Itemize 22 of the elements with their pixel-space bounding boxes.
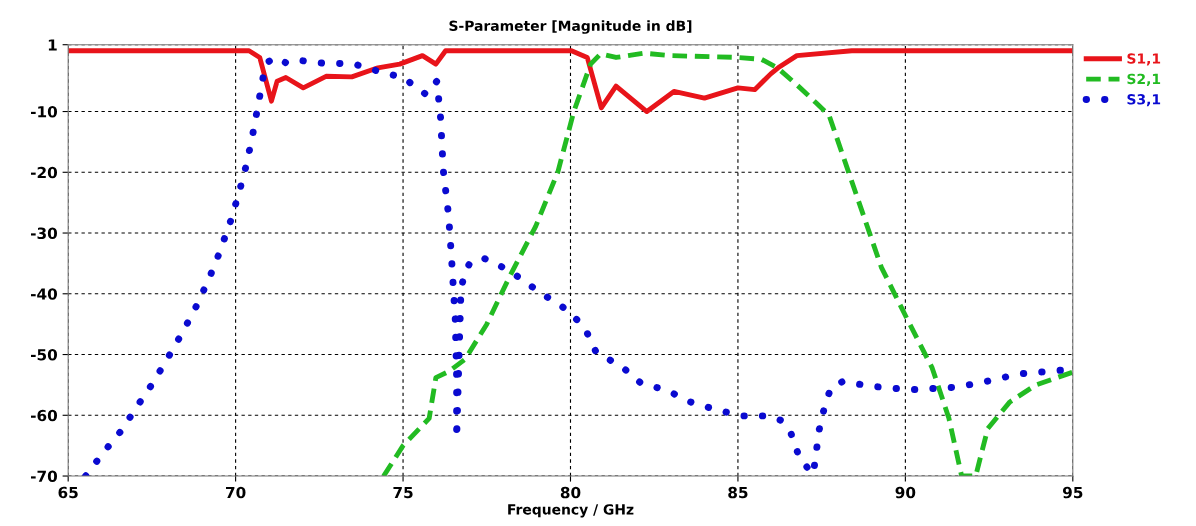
y-tick-label: -10 [30,106,58,118]
legend-label: S3,1 [1127,94,1161,107]
y-tick-label: -20 [30,166,58,179]
x-tick-label: 95 [1062,486,1083,499]
y-tick-label: -30 [30,227,58,240]
y-tick-label: -40 [30,288,58,300]
x-tick-label: 80 [560,486,581,499]
line-series [381,50,1073,477]
x-axis-title: Frequency / GHz [508,504,634,518]
line-series [68,48,1073,114]
y-tick-label: 1 [48,39,57,51]
x-tick-label: 75 [393,486,413,499]
x-tick-label: 90 [895,486,916,499]
legend-label: S1,1 [1127,53,1161,66]
x-tick-label: 85 [728,486,748,499]
y-tick-label: -50 [30,349,58,361]
x-tick-label: 70 [226,486,246,499]
x-tick-label: 65 [58,486,78,499]
legend-label: S2,1 [1127,73,1161,86]
y-tick-label: -60 [30,409,58,422]
chart-title: S-Parameter [Magnitude in dB] [449,20,692,34]
y-tick-label: -70 [30,470,58,483]
